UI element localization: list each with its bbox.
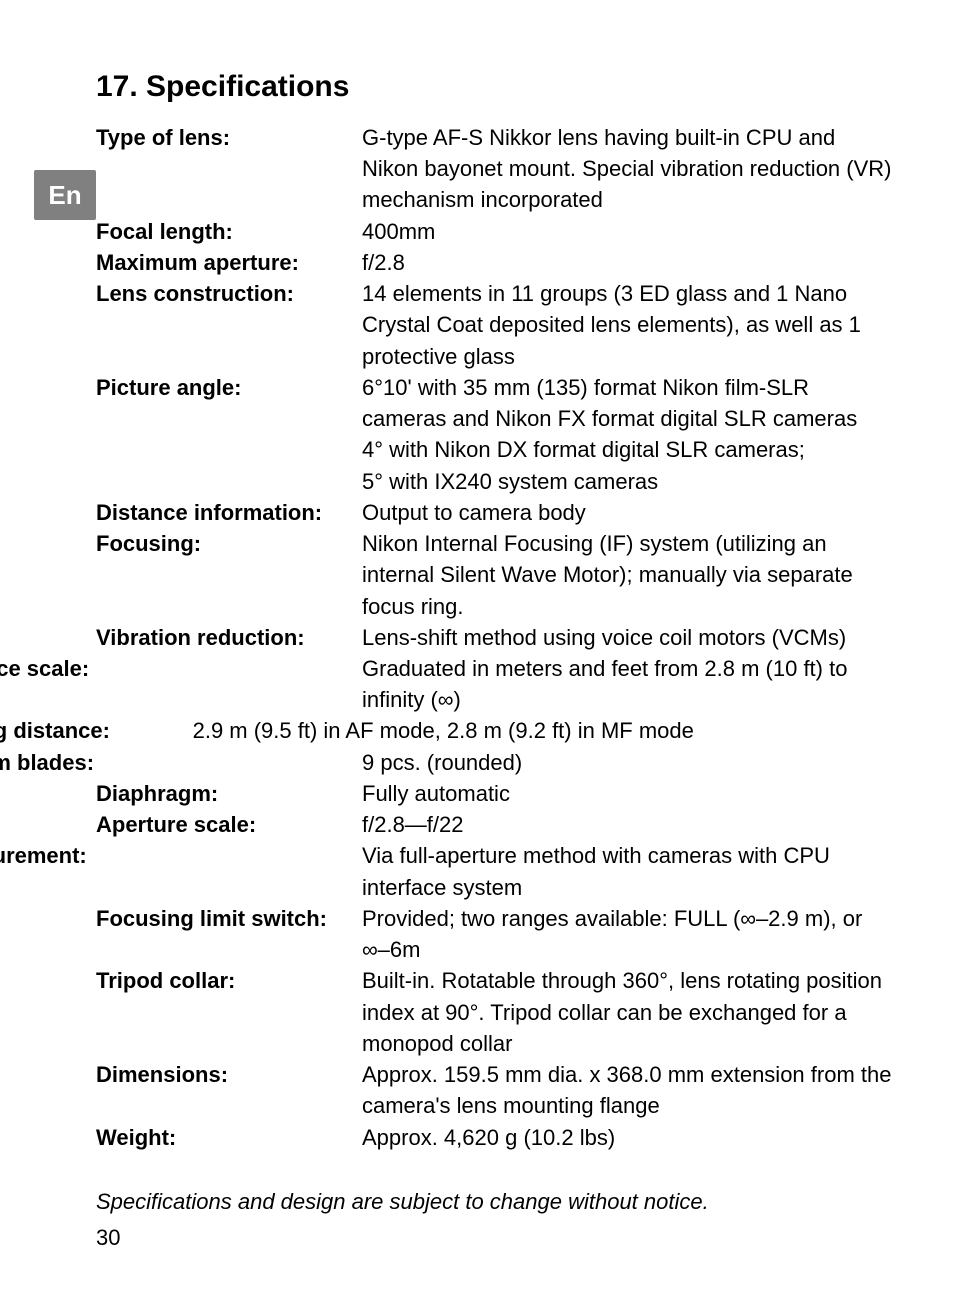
spec-value: Shooting distance scale: Graduated in me… <box>96 653 894 715</box>
spec-label: Focal length: <box>96 216 362 247</box>
spec-row: Focusing:Nikon Internal Focusing (IF) sy… <box>96 528 894 622</box>
spec-row: Dimensions:Approx. 159.5 mm dia. x 368.0… <box>96 1059 894 1121</box>
spec-value: Fully automatic <box>362 778 894 809</box>
spec-value: Closest focusing distance: 2.9 m (9.5 ft… <box>96 715 894 746</box>
spec-value: G-type AF-S Nikkor lens having built-in … <box>362 122 894 216</box>
section-title: 17. Specifications <box>96 70 894 104</box>
spec-row: Distance information:Output to camera bo… <box>96 497 894 528</box>
spec-label: Type of lens: <box>96 122 362 153</box>
spec-value: f/2.8—f/22 <box>362 809 894 840</box>
spec-value: 6°10' with 35 mm (135) format Nikon film… <box>362 372 894 497</box>
spec-label: Tripod collar: <box>96 965 362 996</box>
spec-label: Aperture scale: <box>96 809 362 840</box>
spec-label: Dimensions: <box>96 1059 362 1090</box>
spec-row: Weight:Approx. 4,620 g (10.2 lbs) <box>96 1122 894 1153</box>
spec-label: Weight: <box>96 1122 362 1153</box>
spec-value: Output to camera body <box>362 497 894 528</box>
spec-list: Type of lens:G-type AF-S Nikkor lens hav… <box>96 122 894 1153</box>
spec-value: Exposure measurement: Via full-aperture … <box>96 840 894 902</box>
spec-value: Built-in. Rotatable through 360°, lens r… <box>362 965 894 1059</box>
spec-label: Closest focusing distance: <box>96 715 193 746</box>
spec-value: Provided; two ranges available: FULL (∞–… <box>362 903 894 965</box>
spec-label: Focusing limit switch: <box>96 903 362 934</box>
spec-value: No. of diaphragm blades: 9 pcs. (rounded… <box>96 747 894 778</box>
spec-value: 400mm <box>362 216 894 247</box>
spec-row: Focal length:400mm <box>96 216 894 247</box>
spec-label: Vibration reduction: <box>96 622 362 653</box>
spec-row: Maximum aperture:f/2.8 <box>96 247 894 278</box>
spec-value: Approx. 159.5 mm dia. x 368.0 mm extensi… <box>362 1059 894 1121</box>
footnote: Specifications and design are subject to… <box>96 1189 894 1215</box>
spec-row: Vibration reduction:Lens-shift method us… <box>96 622 894 653</box>
spec-label: Exposure measurement: <box>96 840 362 871</box>
spec-row: Diaphragm:Fully automatic <box>96 778 894 809</box>
spec-value: 14 elements in 11 groups (3 ED glass and… <box>362 278 894 372</box>
spec-label: Focusing: <box>96 528 362 559</box>
spec-row: Lens construction:14 elements in 11 grou… <box>96 278 894 372</box>
spec-row: Type of lens:G-type AF-S Nikkor lens hav… <box>96 122 894 216</box>
spec-row: Shooting distance scale: Graduated in me… <box>96 653 894 715</box>
spec-label: Shooting distance scale: <box>96 653 362 684</box>
spec-row: No. of diaphragm blades: 9 pcs. (rounded… <box>96 747 894 778</box>
spec-row: Closest focusing distance: 2.9 m (9.5 ft… <box>96 715 894 746</box>
spec-label: Distance information: <box>96 497 362 528</box>
spec-label: Lens construction: <box>96 278 362 309</box>
spec-label: Maximum aperture: <box>96 247 362 278</box>
spec-row: Aperture scale:f/2.8—f/22 <box>96 809 894 840</box>
spec-label: Picture angle: <box>96 372 362 403</box>
spec-row: Picture angle:6°10' with 35 mm (135) for… <box>96 372 894 497</box>
spec-row: Tripod collar:Built-in. Rotatable throug… <box>96 965 894 1059</box>
spec-value: f/2.8 <box>362 247 894 278</box>
spec-value: Approx. 4,620 g (10.2 lbs) <box>362 1122 894 1153</box>
page: En 17. Specifications Type of lens:G-typ… <box>0 0 954 1311</box>
language-tab: En <box>34 170 96 220</box>
spec-row: Exposure measurement: Via full-aperture … <box>96 840 894 902</box>
spec-label: No. of diaphragm blades: <box>96 747 362 778</box>
page-number: 30 <box>96 1225 120 1251</box>
spec-value: Lens-shift method using voice coil motor… <box>362 622 894 653</box>
spec-row: Focusing limit switch:Provided; two rang… <box>96 903 894 965</box>
spec-label: Diaphragm: <box>96 778 362 809</box>
spec-value: Nikon Internal Focusing (IF) system (uti… <box>362 528 894 622</box>
